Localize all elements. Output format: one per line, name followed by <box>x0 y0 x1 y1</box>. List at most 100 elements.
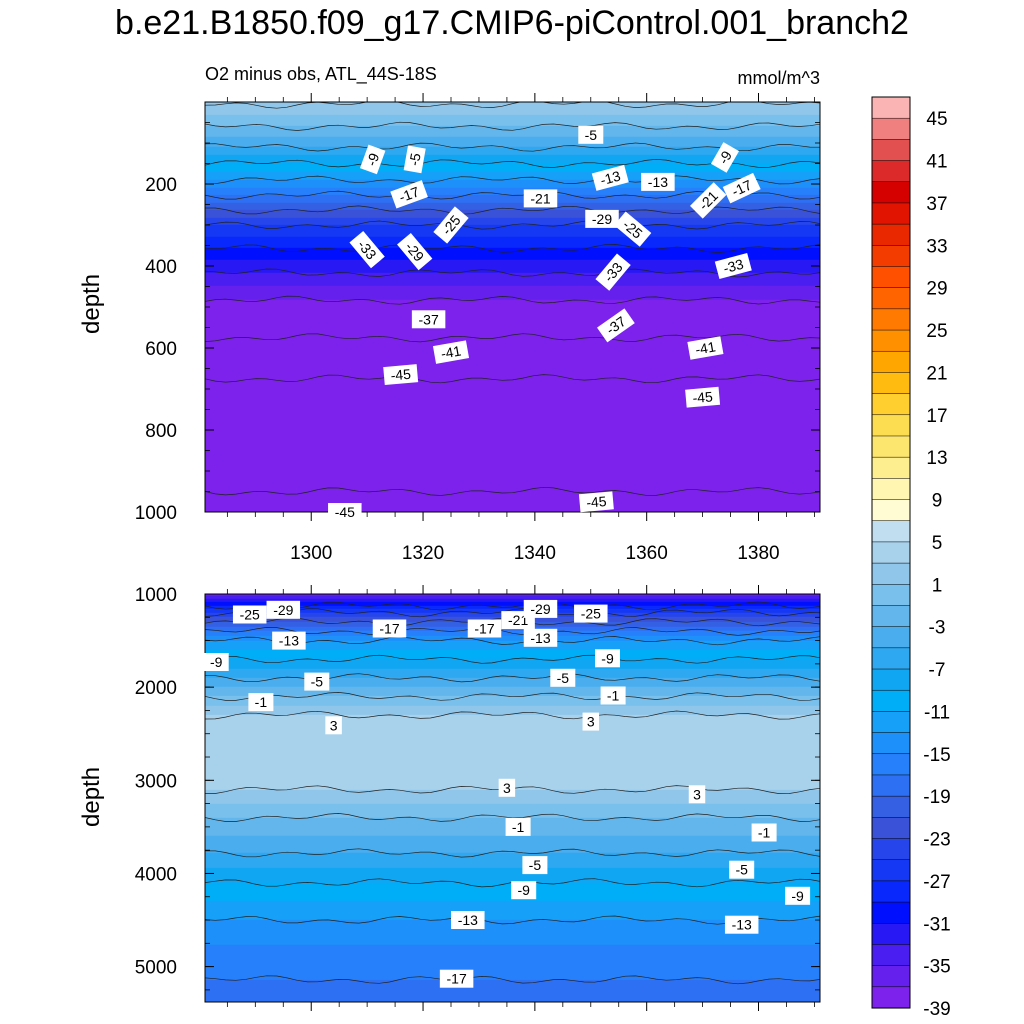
contour-label: 3 <box>498 778 516 797</box>
contour-label-text: -29 <box>530 601 550 617</box>
contour-label: -13 <box>724 915 759 934</box>
y-tick-label: 4000 <box>135 864 177 885</box>
contour-label-box <box>467 619 502 638</box>
contour-label-box <box>505 817 531 836</box>
colorbar-swatch <box>871 711 911 734</box>
colorbar-swatch <box>871 139 911 162</box>
colorbar-label: 13 <box>926 448 947 469</box>
contour-line <box>205 848 820 858</box>
contour-line <box>205 142 820 152</box>
contour-line <box>205 121 820 131</box>
contour-label-box <box>585 209 619 228</box>
y-tick-label: 2000 <box>135 678 177 699</box>
contour-label: -25 <box>232 605 267 624</box>
contour-label-text: -37 <box>418 311 438 327</box>
contour-label-box <box>397 232 433 271</box>
contour-label-text: -41 <box>440 342 463 361</box>
contour-label: -1 <box>600 686 626 705</box>
contour-label-box <box>439 969 474 988</box>
panel-left-string: O2 minus obs, ATL_44S-18S <box>205 64 437 84</box>
colorbar-swatch <box>871 965 911 988</box>
contour-line <box>205 654 820 664</box>
contour-label-box <box>498 778 516 797</box>
contour-label-box <box>614 211 652 247</box>
contour-label: -33 <box>714 252 752 280</box>
colorbar-label: -3 <box>929 618 946 639</box>
contour-label: -13 <box>451 911 485 929</box>
contour-label-box <box>641 172 675 191</box>
colorbar-label: -27 <box>923 872 950 893</box>
y-tick-label: 1000 <box>135 585 177 606</box>
contour-label-box <box>232 605 267 624</box>
contour-line <box>205 268 820 278</box>
contour-label-text: 3 <box>330 717 338 733</box>
colorbar-swatch <box>871 350 911 373</box>
colorbar-label: -23 <box>923 830 950 851</box>
contour-label-text: -5 <box>735 862 748 878</box>
contour-label: -41 <box>687 336 724 360</box>
contour-label-text: -33 <box>721 256 745 277</box>
contour-line <box>205 601 820 611</box>
contour-label-text: -45 <box>692 388 714 406</box>
contour-label-box <box>411 310 446 329</box>
contour-label-box <box>578 125 604 144</box>
colorbar-frame <box>871 96 911 1009</box>
contour-label-text: 3 <box>693 786 701 802</box>
colorbar-label: 33 <box>926 236 947 257</box>
colorbar-label: 45 <box>926 109 947 130</box>
contour-label-text: -25 <box>240 607 260 623</box>
contour-label-box <box>578 491 614 513</box>
y-tick-label: 800 <box>145 421 177 442</box>
contour-label-box <box>390 180 428 209</box>
contour-label: -5 <box>729 860 755 879</box>
contour-label: -13 <box>523 628 558 647</box>
contour-label: -9 <box>203 653 229 671</box>
colorbar-label: 25 <box>926 321 947 342</box>
contour-label: -5 <box>522 856 548 875</box>
contour-label-box <box>722 172 761 204</box>
contour-label-box <box>304 672 330 691</box>
contour-label: -17 <box>722 172 761 204</box>
contour-label-box <box>685 386 721 408</box>
contour-label-text: -9 <box>517 882 530 898</box>
colorbar-label: 9 <box>932 491 943 512</box>
contour-label: -21 <box>523 189 558 208</box>
contour-label-box <box>522 856 548 875</box>
page-title: b.e21.B1850.f09_g17.CMIP6-piControl.001_… <box>115 4 909 42</box>
contour-label: -29 <box>266 600 301 619</box>
contour-label-text: -5 <box>406 152 424 167</box>
contour-label-box <box>266 600 301 619</box>
colorbar-label: 5 <box>932 533 943 554</box>
contour-label: -29 <box>523 599 558 618</box>
contour-line <box>205 244 820 253</box>
contour-label-text: -21 <box>508 612 528 628</box>
contour-line <box>205 627 820 636</box>
contour-label-box <box>597 308 635 343</box>
colorbar-swatch <box>871 478 911 501</box>
contour-label-box <box>523 189 558 208</box>
x-tick-label: 1300 <box>290 543 332 564</box>
contour-label: -17 <box>390 180 428 209</box>
top-contour-lines <box>205 102 820 496</box>
bottom-fill <box>205 594 820 1002</box>
contour-label: -9 <box>595 649 620 668</box>
x-tick-label: 1320 <box>402 543 444 564</box>
contour-line <box>205 220 820 230</box>
contour-label-text: -1 <box>512 819 525 835</box>
colorbar-swatch <box>871 329 911 352</box>
colorbar-label: 17 <box>926 406 947 427</box>
contour-label: -17 <box>372 619 407 638</box>
contour-label-text: 3 <box>587 714 595 730</box>
colorbar-swatch <box>871 753 911 776</box>
colorbar-label: 21 <box>926 363 947 384</box>
colorbar-swatch <box>871 859 911 882</box>
contour-label: -45 <box>383 364 419 386</box>
colorbar-label: -31 <box>923 914 950 935</box>
contour-line <box>205 295 820 305</box>
colorbar-swatch <box>871 944 911 967</box>
contour-label-text: -17 <box>379 621 399 637</box>
colorbar-swatch <box>871 626 911 649</box>
contour-label: -5 <box>578 125 604 144</box>
